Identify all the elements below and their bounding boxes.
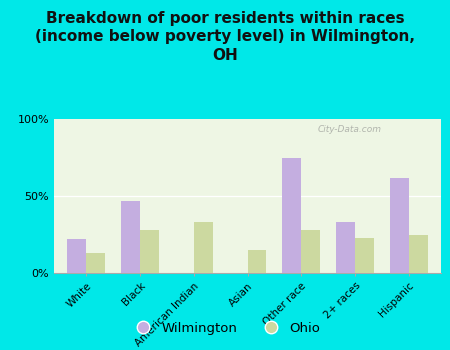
Bar: [283, 158, 301, 273]
Bar: [390, 177, 409, 273]
Bar: [86, 253, 105, 273]
Text: Breakdown of poor residents within races
(income below poverty level) in Wilming: Breakdown of poor residents within races…: [35, 10, 415, 63]
Bar: [336, 222, 355, 273]
Bar: [121, 201, 140, 273]
Bar: [301, 230, 320, 273]
Bar: [194, 222, 212, 273]
Bar: [409, 234, 428, 273]
Text: City-Data.com: City-Data.com: [317, 125, 381, 134]
Bar: [248, 250, 266, 273]
Bar: [140, 230, 159, 273]
Bar: [355, 238, 374, 273]
Legend: Wilmington, Ohio: Wilmington, Ohio: [125, 316, 325, 340]
Bar: [68, 239, 86, 273]
